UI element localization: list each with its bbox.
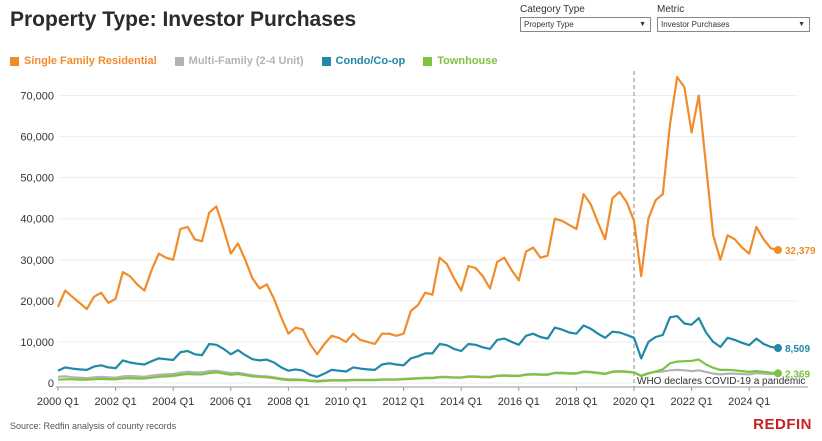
series-end-marker-town	[774, 369, 782, 378]
page-title: Property Type: Investor Purchases	[10, 8, 357, 31]
category-type-control: Category Type Property Type ▼	[520, 4, 651, 32]
y-tick-label: 50,000	[20, 173, 54, 185]
metric-label: Metric	[657, 4, 685, 15]
category-type-select[interactable]: Property Type ▼	[520, 17, 651, 32]
x-tick-label: 2002 Q1	[94, 396, 136, 408]
series-line-town	[57, 358, 779, 383]
legend-item-multi-family[interactable]: Multi-Family (2-4 Unit)	[174, 55, 304, 67]
chevron-down-icon: ▼	[639, 21, 646, 28]
covid-annotation-label: WHO declares COVID-19 a pandemic	[637, 376, 805, 387]
x-tick-label: 2024 Q1	[728, 396, 770, 408]
x-tick-label: 2022 Q1	[670, 396, 712, 408]
source-note: Source: Redfin analysis of county record…	[10, 421, 177, 431]
legend-swatch-condo	[321, 56, 331, 66]
legend-swatch-single-family	[10, 56, 19, 66]
y-tick-label: 70,000	[20, 91, 54, 103]
legend-swatch-townhouse	[423, 56, 433, 66]
series-end-label-town: 2,369	[785, 369, 810, 380]
legend-label-condo: Condo/Co-op	[335, 55, 406, 67]
chevron-down-icon: ▼	[798, 21, 805, 28]
y-tick-label: 30,000	[20, 255, 54, 267]
y-tick-label: 20,000	[20, 296, 54, 308]
metric-select[interactable]: Investor Purchases ▼	[657, 17, 810, 32]
y-tick-label: 10,000	[20, 337, 54, 349]
legend-label-single-family: Single Family Residential	[24, 55, 157, 67]
x-tick-label: 2000 Q1	[37, 396, 79, 408]
category-type-value: Property Type	[524, 20, 574, 29]
series-line-sfr	[56, 75, 779, 356]
series-end-label-sfr: 32,379	[785, 246, 816, 257]
x-tick-label: 2010 Q1	[325, 396, 367, 408]
legend-label-townhouse: Townhouse	[437, 55, 498, 67]
legend-item-condo[interactable]: Condo/Co-op	[321, 55, 406, 67]
x-tick-label: 2014 Q1	[440, 396, 482, 408]
category-type-label: Category Type	[520, 4, 585, 15]
x-tick-label: 2006 Q1	[210, 396, 252, 408]
series-end-marker-condo	[774, 344, 782, 353]
series-end-marker-sfr	[774, 246, 782, 255]
x-tick-label: 2018 Q1	[555, 396, 597, 408]
y-tick-label: 60,000	[20, 132, 54, 144]
series-end-label-condo: 8,509	[785, 344, 810, 355]
series-line-condo	[57, 315, 779, 378]
legend-item-townhouse[interactable]: Townhouse	[423, 55, 498, 67]
metric-control: Metric Investor Purchases ▼	[657, 4, 810, 32]
legend-label-multi-family: Multi-Family (2-4 Unit)	[188, 55, 304, 67]
x-tick-label: 2004 Q1	[152, 396, 194, 408]
legend-item-single-family[interactable]: Single Family Residential	[10, 55, 157, 67]
x-tick-label: 2012 Q1	[382, 396, 424, 408]
redfin-logo: REDFIN	[753, 416, 812, 433]
x-tick-label: 2020 Q1	[613, 396, 655, 408]
legend-swatch-multi-family	[174, 56, 184, 66]
y-tick-label: 0	[48, 378, 54, 390]
x-tick-label: 2016 Q1	[498, 396, 540, 408]
chart-legend: Single Family Residential Multi-Family (…	[10, 55, 516, 67]
y-tick-label: 40,000	[20, 214, 54, 226]
x-tick-label: 2008 Q1	[267, 396, 309, 408]
metric-value: Investor Purchases	[661, 20, 730, 29]
